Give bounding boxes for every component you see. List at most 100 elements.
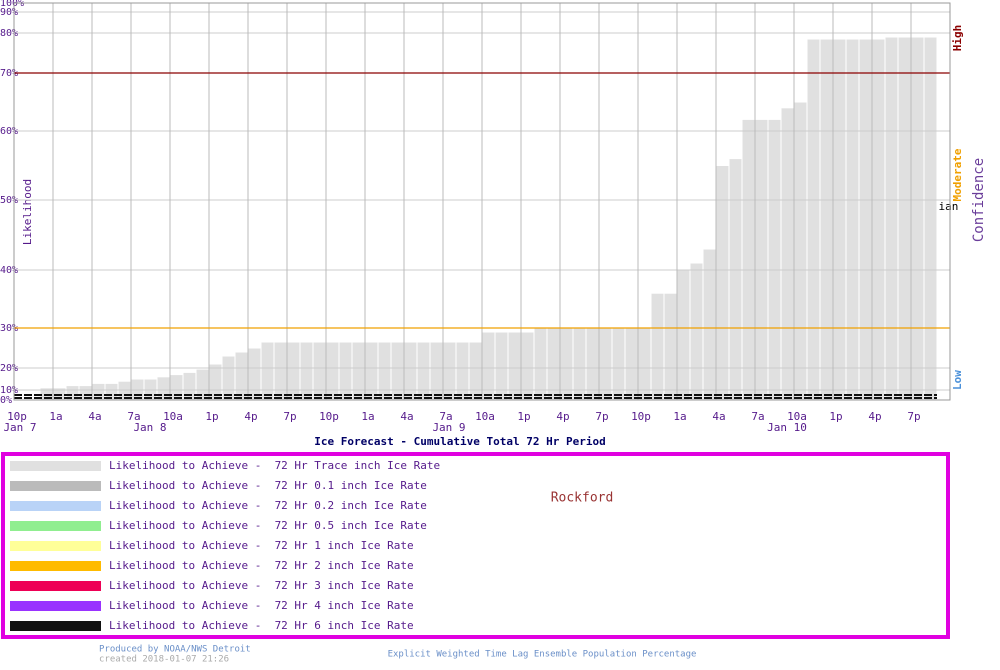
bar	[377, 341, 392, 401]
bar	[702, 248, 717, 401]
legend-label: Likelihood to Achieve - 72 Hr 0.2 inch I…	[109, 499, 427, 512]
bar	[780, 107, 795, 401]
legend-location: Rockford	[551, 491, 614, 506]
bar	[663, 292, 678, 401]
bar	[312, 341, 327, 401]
x-tick-label: 10p	[7, 410, 27, 423]
legend-label: Likelihood to Achieve - 72 Hr 0.5 inch I…	[109, 519, 427, 532]
confidence-label: Moderate	[951, 148, 964, 201]
bar	[741, 118, 756, 401]
bar	[728, 158, 743, 401]
y-tick-label: 40%	[0, 265, 18, 276]
legend-label: Likelihood to Achieve - 72 Hr 3 inch Ice…	[109, 579, 414, 592]
bar	[468, 341, 483, 401]
legend-swatch	[10, 501, 101, 511]
bar	[364, 341, 379, 401]
x-tick-label: 1a	[673, 410, 686, 423]
bar	[351, 341, 366, 401]
bar	[754, 118, 769, 401]
bar	[858, 38, 873, 401]
y-tick-label: 0%	[0, 395, 12, 406]
bar	[429, 341, 444, 401]
bar	[637, 327, 652, 401]
x-tick-label: 7p	[283, 410, 296, 423]
y-tick-label: 90%	[0, 7, 18, 18]
y-tick-label: 100%	[0, 0, 24, 9]
bar	[910, 36, 925, 401]
x-tick-label: 7a	[127, 410, 140, 423]
bar	[923, 36, 938, 401]
bar	[169, 374, 184, 401]
footer-produced: Produced by NOAA/NWS Detroit	[99, 645, 251, 655]
bar	[442, 341, 457, 401]
y-tick-label: 10%	[0, 385, 18, 396]
bar	[585, 327, 600, 401]
confidence-label: Low	[951, 370, 964, 390]
bar	[624, 327, 639, 401]
bar	[884, 36, 899, 401]
bar	[598, 327, 613, 401]
bar	[689, 262, 704, 401]
x-tick-label: 7p	[595, 410, 608, 423]
y-tick-label: 50%	[0, 195, 18, 206]
x-tick-label: 4p	[244, 410, 257, 423]
legend-label: Likelihood to Achieve - 72 Hr 0.1 inch I…	[109, 479, 427, 492]
x-date-label: Jan 8	[133, 421, 166, 434]
bar	[897, 36, 912, 401]
legend-swatch	[10, 601, 101, 611]
legend-swatch	[10, 561, 101, 571]
y-tick-label: 30%	[0, 323, 18, 334]
legend-label: Likelihood to Achieve - 72 Hr 6 inch Ice…	[109, 619, 414, 632]
bar	[403, 341, 418, 401]
bar	[286, 341, 301, 401]
footer-note: Explicit Weighted Time Lag Ensemble Popu…	[388, 650, 697, 660]
x-tick-label: 1p	[829, 410, 842, 423]
x-tick-label: 7a	[751, 410, 764, 423]
x-tick-label: 4a	[88, 410, 101, 423]
x-tick-label: 10a	[787, 410, 807, 423]
x-tick-label: 4p	[868, 410, 881, 423]
bar	[572, 327, 587, 401]
bar	[832, 38, 847, 401]
legend-box	[1, 452, 950, 639]
x-tick-label: 10a	[475, 410, 495, 423]
bar	[871, 38, 886, 401]
confidence-label: High	[951, 25, 964, 52]
bar	[273, 341, 288, 401]
y-axis-label: Likelihood	[21, 179, 34, 245]
x-tick-label: 7a	[439, 410, 452, 423]
bar	[455, 341, 470, 401]
legend-swatch	[10, 461, 101, 471]
x-tick-label: 4a	[400, 410, 413, 423]
bar	[715, 165, 730, 401]
bar	[611, 327, 626, 401]
legend-label: Likelihood to Achieve - 72 Hr Trace inch…	[109, 459, 440, 472]
bar	[650, 292, 665, 401]
x-date-label: Jan 10	[767, 421, 807, 434]
bar	[325, 341, 340, 401]
bar	[806, 38, 821, 401]
bar	[299, 341, 314, 401]
legend-swatch	[10, 621, 101, 631]
bar	[234, 351, 249, 401]
bar	[247, 347, 262, 401]
bar	[390, 341, 405, 401]
legend-label: Likelihood to Achieve - 72 Hr 4 inch Ice…	[109, 599, 414, 612]
legend-swatch	[10, 581, 101, 591]
legend-label: Likelihood to Achieve - 72 Hr 2 inch Ice…	[109, 559, 414, 572]
bar	[845, 38, 860, 401]
bar	[416, 341, 431, 401]
x-tick-label: 1p	[205, 410, 218, 423]
x-tick-label: 4p	[556, 410, 569, 423]
bar	[156, 376, 171, 401]
x-tick-label: 10p	[631, 410, 651, 423]
bar	[338, 341, 353, 401]
legend-swatch	[10, 541, 101, 551]
confidence-title: Confidence	[971, 158, 987, 242]
x-date-label: Jan 9	[432, 421, 465, 434]
legend-label: Likelihood to Achieve - 72 Hr 1 inch Ice…	[109, 539, 414, 552]
y-tick-label: 60%	[0, 126, 18, 137]
bar	[546, 327, 561, 401]
x-tick-label: 1a	[361, 410, 374, 423]
